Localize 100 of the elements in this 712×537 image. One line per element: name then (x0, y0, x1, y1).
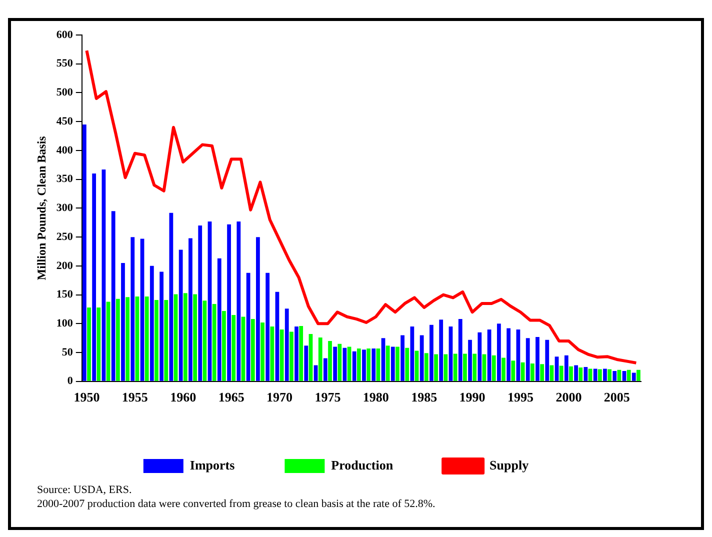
x-tick-label: 1990 (459, 390, 486, 405)
bar (135, 296, 140, 381)
y-axis-title: Million Pounds, Clean Basis (34, 136, 48, 280)
bar (444, 354, 448, 381)
x-tick-label: 1995 (508, 390, 534, 405)
source-note: Source: USDA, ERS. (37, 483, 133, 497)
bar (472, 354, 477, 381)
y-tick-label: 500 (56, 86, 74, 99)
y-tick-label: 250 (56, 230, 74, 243)
bar (487, 329, 492, 381)
bar (430, 324, 434, 381)
bar (526, 338, 530, 381)
bar (164, 300, 168, 381)
bar (578, 368, 583, 381)
y-tick-label: 50 (62, 346, 74, 358)
text: 2000-2007 production data were converted from grease to clean basis at the rate of 52.8%. (37, 497, 436, 511)
bar (222, 310, 226, 381)
bar (217, 258, 222, 381)
bar (400, 335, 404, 381)
bar (328, 340, 332, 381)
bar (390, 346, 395, 381)
x-tick-label: 2000 (556, 390, 582, 405)
bar (106, 302, 110, 381)
bar (318, 338, 322, 381)
bar (506, 328, 511, 381)
bar (174, 294, 178, 381)
bar (593, 368, 598, 381)
bar (372, 348, 376, 381)
x-tick-label: 1960 (170, 390, 196, 405)
bar (434, 354, 438, 381)
bar (314, 365, 318, 381)
bar (289, 332, 294, 381)
bar (356, 348, 361, 381)
bar (622, 371, 626, 381)
y-tick-label: 550 (56, 58, 74, 70)
bar (198, 226, 202, 381)
bar (502, 358, 506, 381)
x-tick-label: 1980 (362, 390, 389, 405)
bar (453, 354, 458, 381)
bar (183, 293, 188, 381)
bar (188, 238, 192, 381)
bar (169, 212, 174, 381)
bar (275, 292, 280, 381)
bar (405, 348, 410, 381)
x-tick-label: 1975 (314, 390, 342, 405)
y-tick-label: 450 (56, 115, 74, 128)
bar (588, 368, 592, 381)
y-tick-label: 200 (56, 260, 74, 272)
bar (511, 360, 516, 381)
y-tick-label: 350 (56, 173, 74, 186)
bar (478, 332, 482, 381)
bar (569, 366, 573, 381)
bar (347, 346, 352, 381)
bar (362, 350, 366, 381)
bar (256, 237, 260, 381)
bar (140, 238, 144, 381)
bar (536, 336, 540, 381)
bar (342, 348, 347, 381)
bar (236, 221, 241, 381)
y-tick-label: 300 (56, 202, 74, 214)
bar (366, 348, 371, 381)
bar (598, 369, 602, 381)
bar (458, 319, 462, 381)
bar (545, 340, 550, 381)
bar (448, 326, 453, 381)
bar (414, 350, 419, 381)
bar (280, 329, 284, 381)
bar (496, 324, 501, 381)
bar (208, 221, 212, 381)
bar (121, 263, 125, 381)
bar (150, 266, 154, 381)
bar (241, 316, 246, 381)
bar (352, 351, 356, 381)
y-tick-label: 150 (56, 288, 74, 301)
bar (160, 272, 164, 381)
bar (439, 320, 444, 381)
legend-label: Production (331, 457, 394, 472)
bar (232, 315, 236, 381)
bar (550, 365, 554, 381)
bar (376, 348, 380, 381)
bar (102, 170, 106, 381)
x-tick-label: 1970 (266, 390, 293, 405)
bar (333, 346, 338, 381)
y-tick-label: 400 (56, 144, 74, 156)
bar (540, 364, 544, 381)
bar (559, 366, 564, 381)
bar (246, 272, 250, 381)
bar (420, 335, 424, 381)
x-tick-label: 2005 (604, 390, 630, 405)
bar (227, 224, 231, 381)
bar (636, 370, 640, 381)
bar (612, 371, 617, 381)
bar (130, 237, 135, 381)
bar (308, 334, 313, 381)
y-tick-label: 0 (67, 375, 74, 388)
bar (294, 326, 298, 381)
x-tick-label: 1985 (411, 390, 438, 405)
bar (87, 308, 91, 381)
bar (250, 319, 255, 381)
bar (626, 370, 631, 381)
